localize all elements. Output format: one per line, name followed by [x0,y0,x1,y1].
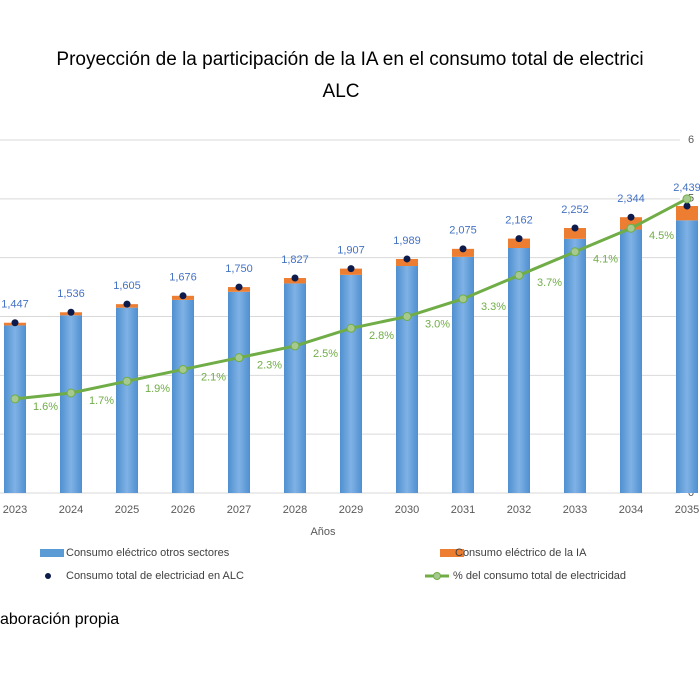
data-label: 1,676 [169,272,197,284]
data-label: 4.1% [593,254,618,266]
point [571,224,579,232]
data-label: 1,827 [281,254,309,266]
bar [396,266,418,493]
data-label: 3.0% [425,318,450,330]
legend-label: Consumo total de electriciad en ALC [66,570,244,582]
source: aboración propia [0,611,119,628]
data-label: 2,439 [673,182,700,194]
bar [396,258,418,267]
point [11,319,19,327]
point [123,300,131,308]
bar [4,325,26,493]
bar [564,238,586,493]
legend-label: % del consumo total de electricidad [453,570,626,582]
data-label: 1.9% [145,383,170,395]
data-label: 2,252 [561,204,589,216]
x-axis-label: Años [310,526,336,538]
point [347,265,355,273]
x-tick-label: 2029 [339,504,363,516]
data-label: 1,907 [337,245,365,257]
x-tick-label: 2032 [507,504,531,516]
line-marker [570,247,580,257]
chart-title: ALC [323,81,360,102]
x-tick-label: 2030 [395,504,419,516]
line-marker [66,388,76,398]
point [235,283,243,291]
x-tick-label: 2026 [171,504,195,516]
data-label: 1,605 [113,280,141,292]
bar [564,228,586,239]
bar [172,299,194,493]
bar [228,291,250,493]
data-label: 1,750 [225,263,253,275]
line-marker [458,294,468,304]
line-marker [514,270,524,280]
chart-title: Proyección de la participación de la IA … [56,49,643,70]
line-marker [402,312,412,321]
line-marker [234,353,244,363]
bar [676,206,698,221]
x-tick-label: 2027 [227,504,251,516]
line-marker [626,223,636,233]
x-tick-label: 2023 [3,504,27,516]
line-marker [122,376,132,386]
line-marker [682,194,692,204]
line-marker [346,323,356,333]
y2-tick-label: 6 [688,134,694,146]
data-label: 1.6% [33,401,58,413]
data-label: 2,344 [617,193,645,205]
point [627,213,635,221]
point [683,202,691,210]
data-label: 1,447 [1,299,29,311]
data-label: 1.7% [89,395,114,407]
legend-swatch [433,572,441,580]
point [459,245,467,253]
bar [116,307,138,493]
legend-swatch [45,573,51,579]
x-tick-label: 2025 [115,504,139,516]
bar [284,283,306,493]
x-tick-label: 2024 [59,504,83,516]
line-marker [178,364,188,374]
legend-swatch [40,549,64,557]
legend-label: Consumo eléctrico de la IA [455,547,587,559]
x-tick-label: 2034 [619,504,643,516]
bar [620,229,642,494]
point [403,255,411,263]
point [291,274,299,282]
data-label: 3.7% [537,277,562,289]
legend-swatch [440,549,464,557]
bar [340,274,362,493]
point [179,292,187,300]
x-tick-label: 2031 [451,504,475,516]
data-label: 1,536 [57,288,85,300]
bar [508,238,530,249]
bar [676,220,698,493]
data-label: 2,162 [505,215,533,227]
data-label: 2.3% [257,360,282,372]
x-tick-label: 2033 [563,504,587,516]
bar [452,256,474,493]
data-label: 2.1% [201,371,226,383]
point [67,308,75,316]
line-marker [10,394,20,404]
line-marker [290,341,300,351]
x-tick-label: 2028 [283,504,307,516]
data-label: 3.3% [481,301,506,313]
legend-label: Consumo eléctrico otros sectores [66,547,230,559]
bar [60,315,82,493]
point [515,235,523,243]
bar [508,248,530,493]
data-label: 1,989 [393,235,421,247]
data-label: 2.8% [369,330,394,342]
data-label: 2,075 [449,225,477,237]
x-tick-label: 2035 [675,504,699,516]
bar [452,248,474,257]
data-label: 4.5% [649,230,674,242]
data-label: 2.5% [313,348,338,360]
